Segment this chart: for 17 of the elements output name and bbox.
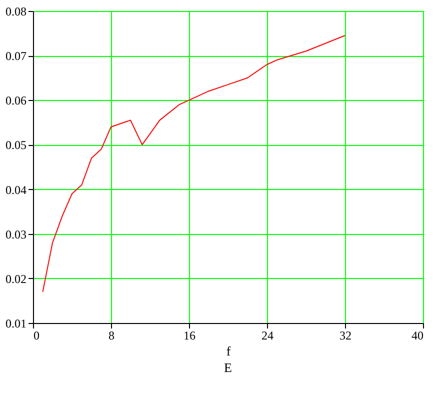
x-axis-title: f <box>226 344 232 358</box>
y-tick-label: 0.06 <box>6 94 26 108</box>
x-tick-label: 32 <box>340 328 352 342</box>
line-series <box>42 35 346 292</box>
y-tick-label: 0.01 <box>6 316 26 330</box>
y-tick-label: 0.03 <box>6 227 26 242</box>
y-tick-label: 0.07 <box>6 49 26 64</box>
text: E <box>224 360 232 375</box>
y-tick-label: 0.05 <box>6 138 26 152</box>
x-tick-label: 24 <box>262 328 274 342</box>
y-tick-label: 0.08 <box>6 4 26 18</box>
x-tick-label: 16 <box>184 328 196 342</box>
x-tick-label: 0 <box>34 328 40 342</box>
x-tick-label: 40 <box>412 328 424 342</box>
y-tick-label: 0.02 <box>6 272 26 286</box>
x-tick-label: 8 <box>108 328 114 342</box>
y-tick-label: 0.04 <box>6 182 26 197</box>
